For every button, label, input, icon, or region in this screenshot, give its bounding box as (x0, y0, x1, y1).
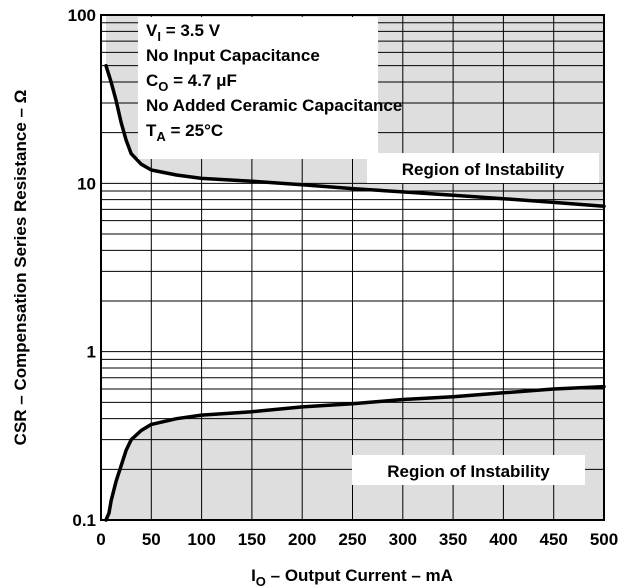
x-tick-label: 500 (590, 530, 618, 549)
annotation-line: No Added Ceramic Capacitance (146, 96, 402, 115)
x-tick-label: 150 (238, 530, 266, 549)
x-tick-label: 250 (338, 530, 366, 549)
x-tick-label: 100 (187, 530, 215, 549)
x-tick-label: 450 (540, 530, 568, 549)
conditions-annotation: VI = 3.5 V No Input Capacitance CO = 4.7 μ… (138, 17, 402, 159)
lower-instability-fill (106, 386, 604, 520)
region-label: Region of Instability (402, 160, 565, 179)
region-label-box (352, 455, 585, 485)
x-tick-label: 350 (439, 530, 467, 549)
x-axis-label: IO – Output Current – mA (251, 566, 453, 587)
region-label: Region of Instability (387, 462, 550, 481)
upper-boundary-curve (104, 63, 606, 209)
plot-frame (100, 14, 605, 521)
curves (104, 63, 606, 522)
annotation-line: No Input Capacitance (146, 46, 320, 65)
y-tick-label: 10 (77, 174, 96, 193)
x-tick-label: 0 (96, 530, 105, 549)
y-tick-label: 100 (68, 6, 96, 25)
lower-boundary-curve (104, 384, 606, 522)
annotation-line: TA = 25°C (146, 121, 223, 144)
annotation-line: CO = 4.7 μF (146, 71, 237, 94)
annotation-box (138, 17, 378, 159)
x-tick-label: 300 (389, 530, 417, 549)
y-axis-label: CSR – Compensation Series Resistance – Ω (11, 90, 30, 446)
x-tick-labels: 0 50 100 150 200 250 300 350 400 450 500 (96, 530, 618, 549)
x-tick-label: 200 (288, 530, 316, 549)
annotation-line: VI = 3.5 V (146, 21, 221, 44)
x-tick-label: 50 (142, 530, 161, 549)
y-tick-label: 1 (87, 343, 96, 362)
x-tick-label: 400 (489, 530, 517, 549)
region-labels: Region of Instability Region of Instabili… (352, 153, 599, 485)
y-tick-label: 0.1 (72, 511, 96, 530)
y-tick-labels: 0.1 1 10 100 (68, 6, 96, 530)
region-label-box (367, 153, 599, 183)
